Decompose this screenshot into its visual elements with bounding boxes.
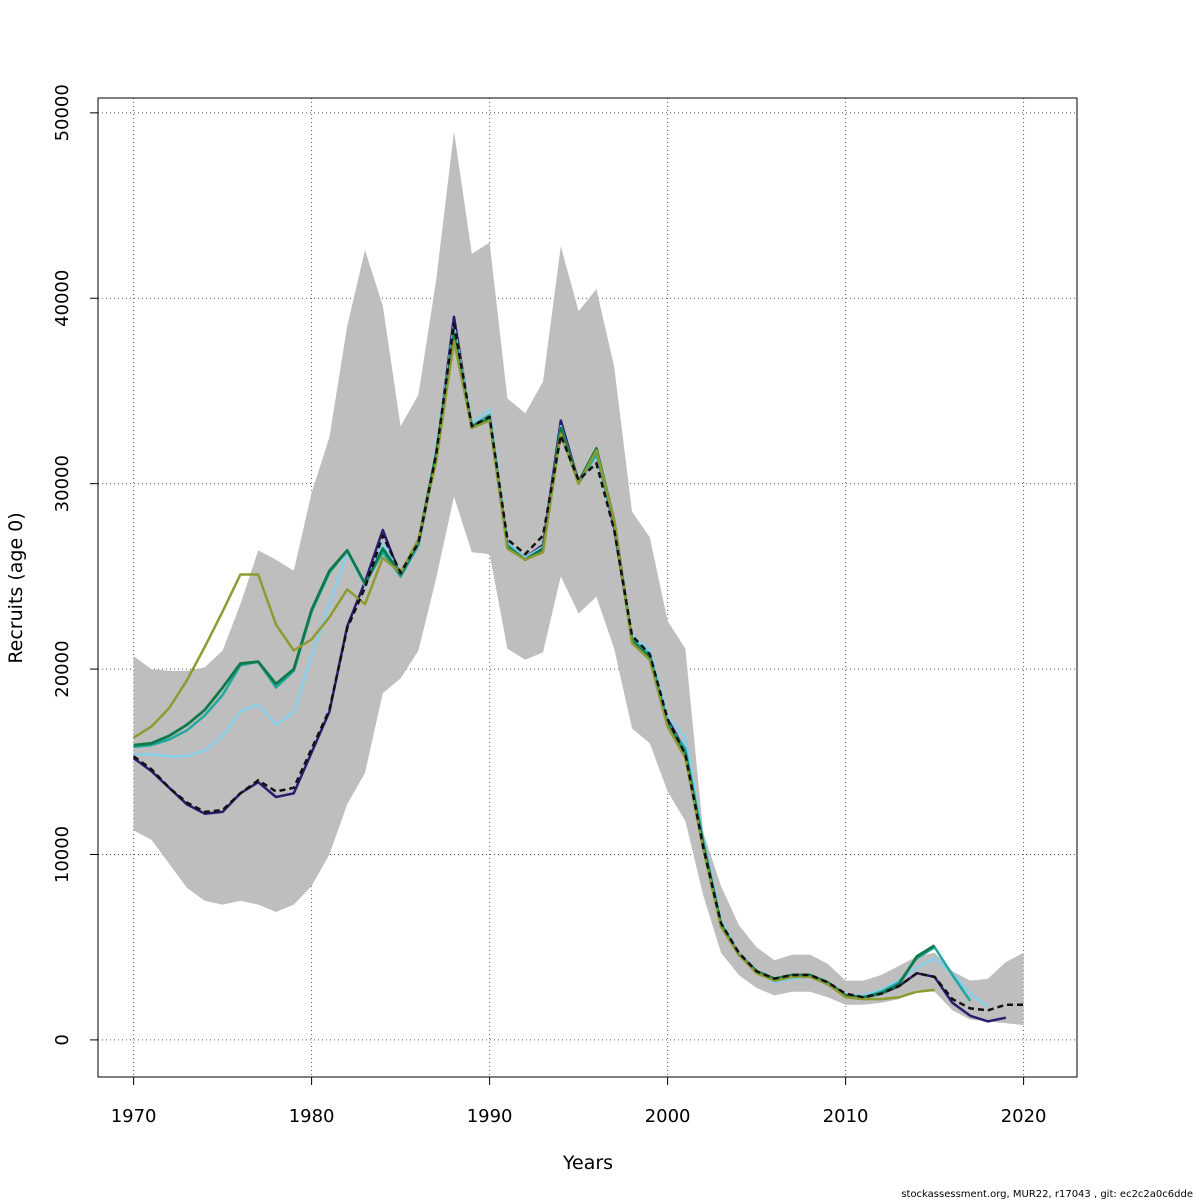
y-axis: 0 10000 20000 30000 40000 50000 [52,84,98,1046]
y-axis-title: Recruits (age 0) [5,512,27,663]
x-tick-label: 2000 [645,1106,691,1127]
series-lines-group [132,315,1024,1023]
x-tick-label: 1980 [289,1106,335,1127]
footer-credit: stockassessment.org, MUR22, r17043 , git… [901,1189,1193,1200]
confidence-band [133,131,1024,1026]
series-line-5 [133,333,936,999]
series-line-1 [132,322,1024,1012]
x-tick-label: 2010 [823,1106,869,1127]
y-tick-label: 40000 [52,270,73,327]
confidence-band-group [133,131,1024,1026]
y-tick-label: 0 [52,1034,73,1045]
series-line-6 [132,339,935,1001]
x-axis: 1970 1980 1990 2000 2010 2020 [111,1077,1047,1127]
plot-frame [97,97,1078,1078]
x-tick-label: 1970 [111,1106,157,1127]
y-tick-label: 20000 [52,640,73,697]
x-axis-title: Years [562,1152,613,1174]
y-tick-label: 10000 [52,826,73,883]
x-tick-label: 1990 [467,1106,513,1127]
x-tick-label: 2020 [1001,1106,1047,1127]
y-tick-label: 50000 [52,84,73,141]
y-tick-label: 30000 [52,455,73,512]
